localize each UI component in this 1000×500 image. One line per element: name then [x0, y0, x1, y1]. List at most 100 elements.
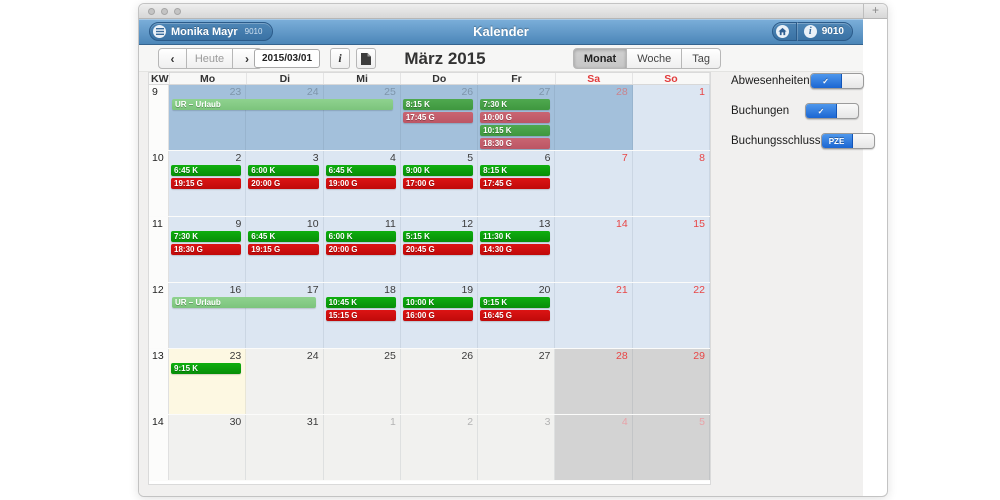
view-monat-button[interactable]: Monat: [572, 48, 628, 69]
booking-event[interactable]: 17:00 G: [402, 178, 474, 189]
booking-event[interactable]: 9:00 K: [402, 165, 474, 176]
booking-event[interactable]: 9:15 K: [480, 297, 551, 308]
day-cell-8[interactable]: 8: [632, 151, 710, 216]
booking-event[interactable]: 10:15 K: [480, 125, 551, 136]
booking-event[interactable]: 20:00 G: [248, 178, 319, 189]
day-cell-13[interactable]: 13 11:30 K 14:30 G: [478, 217, 556, 282]
app-header: Monika Mayr 9010 Kalender i 9010: [139, 19, 863, 45]
toggle-switch-abwesenheiten[interactable]: ✓: [809, 72, 864, 89]
day-cell-27[interactable]: 27 7:30 K 10:00 G 10:15 K 18:30 G: [478, 85, 556, 150]
date-input[interactable]: [254, 49, 320, 68]
day-cell-9[interactable]: 9 7:30 K 18:30 G: [169, 217, 247, 282]
toggle-switch-buchungen[interactable]: ✓: [805, 102, 859, 119]
day-cell-20[interactable]: 20 9:15 K 16:45 G: [478, 283, 556, 348]
booking-event[interactable]: 6:45 K: [325, 165, 396, 176]
day-cell-18[interactable]: 18 10:45 K 15:15 G: [323, 283, 401, 348]
day-cell-28[interactable]: 28: [555, 85, 633, 150]
booking-event[interactable]: 18:30 G: [480, 138, 551, 149]
day-cell-10[interactable]: 10 6:45 K 19:15 G: [246, 217, 324, 282]
booking-event[interactable]: 6:45 K: [171, 165, 242, 176]
day-cell-29[interactable]: 29: [632, 349, 710, 414]
booking-event[interactable]: 9:15 K: [171, 363, 242, 374]
booking-event[interactable]: 15:15 G: [325, 310, 396, 321]
absence-span-event[interactable]: UR – Urlaub: [172, 99, 394, 110]
booking-event[interactable]: 10:45 K: [325, 297, 396, 308]
day-cell-1[interactable]: 1: [323, 415, 401, 480]
day-cell-12[interactable]: 12 5:15 K 20:45 G: [400, 217, 479, 282]
info-toolbar-button[interactable]: i: [330, 48, 350, 69]
booking-event[interactable]: 17:45 G: [402, 112, 474, 123]
day-cell-3[interactable]: 3: [478, 415, 556, 480]
booking-event[interactable]: 19:15 G: [171, 178, 242, 189]
booking-event[interactable]: 7:30 K: [480, 99, 551, 110]
booking-event[interactable]: 18:30 G: [171, 244, 242, 255]
view-woche-button[interactable]: Woche: [627, 48, 683, 69]
day-cell-24[interactable]: 24: [246, 85, 324, 150]
view-tag-button[interactable]: Tag: [682, 48, 721, 69]
day-cell-30[interactable]: 30: [169, 415, 247, 480]
day-cell-26[interactable]: 26: [400, 349, 479, 414]
day-cell-2[interactable]: 2: [400, 415, 479, 480]
booking-event[interactable]: 16:00 G: [402, 310, 474, 321]
minimize-window-icon[interactable]: [161, 8, 168, 15]
day-cell-15[interactable]: 15: [632, 217, 710, 282]
booking-event[interactable]: 17:45 G: [480, 178, 551, 189]
prev-button[interactable]: ‹: [158, 48, 187, 69]
booking-event[interactable]: 8:15 K: [402, 99, 474, 110]
booking-event[interactable]: 11:30 K: [480, 231, 551, 242]
day-cell-4[interactable]: 4 6:45 K 19:00 G: [323, 151, 401, 216]
day-cell-1[interactable]: 1: [632, 85, 710, 150]
day-cell-3[interactable]: 3 6:00 K 20:00 G: [246, 151, 324, 216]
day-cell-24[interactable]: 24: [246, 349, 324, 414]
day-cell-22[interactable]: 22: [632, 283, 710, 348]
day-cell-14[interactable]: 14: [555, 217, 633, 282]
day-number: 21: [616, 284, 628, 296]
day-cell-25[interactable]: 25: [323, 85, 401, 150]
toggle-switch-buchungsschluss[interactable]: PZE: [820, 132, 875, 149]
report-document-button[interactable]: [356, 48, 376, 69]
today-button[interactable]: Heute: [187, 48, 233, 69]
booking-event[interactable]: 20:00 G: [325, 244, 396, 255]
booking-event[interactable]: 19:00 G: [325, 178, 396, 189]
toggle-pze-label: PZE: [821, 133, 853, 148]
booking-event[interactable]: 20:45 G: [402, 244, 474, 255]
day-cell-4[interactable]: 4: [555, 415, 633, 480]
day-cell-19[interactable]: 19 10:00 K 16:00 G: [400, 283, 479, 348]
booking-event[interactable]: 19:15 G: [248, 244, 319, 255]
close-window-icon[interactable]: [148, 8, 155, 15]
day-cell-21[interactable]: 21: [555, 283, 633, 348]
booking-event[interactable]: 6:00 K: [248, 165, 319, 176]
home-button[interactable]: [775, 25, 789, 38]
absence-span-event[interactable]: UR – Urlaub: [172, 297, 317, 308]
day-cell-23[interactable]: 23: [169, 85, 247, 150]
day-cell-17[interactable]: 17: [246, 283, 324, 348]
info-button[interactable]: i: [803, 25, 817, 38]
day-cell-25[interactable]: 25: [323, 349, 401, 414]
day-cell-28[interactable]: 28: [555, 349, 633, 414]
new-tab-button[interactable]: +: [863, 4, 887, 18]
user-menu-button[interactable]: Monika Mayr 9010: [149, 22, 274, 41]
booking-event[interactable]: 8:15 K: [480, 165, 551, 176]
booking-event[interactable]: 16:45 G: [480, 310, 551, 321]
day-cell-23[interactable]: 23 9:15 K: [169, 349, 247, 414]
booking-event[interactable]: 10:00 G: [480, 112, 551, 123]
day-cell-7[interactable]: 7: [555, 151, 633, 216]
booking-event[interactable]: 6:00 K: [325, 231, 396, 242]
day-cell-26[interactable]: 26 8:15 K 17:45 G: [400, 85, 479, 150]
booking-event[interactable]: 6:45 K: [248, 231, 319, 242]
window-controls[interactable]: [148, 8, 181, 15]
day-cell-5[interactable]: 5 9:00 K 17:00 G: [400, 151, 479, 216]
booking-event[interactable]: 7:30 K: [171, 231, 242, 242]
day-cell-5[interactable]: 5: [632, 415, 710, 480]
day-cell-11[interactable]: 11 6:00 K 20:00 G: [323, 217, 401, 282]
day-cell-31[interactable]: 31: [246, 415, 324, 480]
zoom-window-icon[interactable]: [174, 8, 181, 15]
browser-tab-strip: +: [139, 4, 887, 19]
day-cell-27[interactable]: 27: [478, 349, 556, 414]
day-cell-6[interactable]: 6 8:15 K 17:45 G: [478, 151, 556, 216]
booking-event[interactable]: 10:00 K: [402, 297, 474, 308]
day-cell-16[interactable]: 16: [169, 283, 247, 348]
day-cell-2[interactable]: 2 6:45 K 19:15 G: [169, 151, 247, 216]
booking-event[interactable]: 14:30 G: [480, 244, 551, 255]
booking-event[interactable]: 5:15 K: [402, 231, 474, 242]
